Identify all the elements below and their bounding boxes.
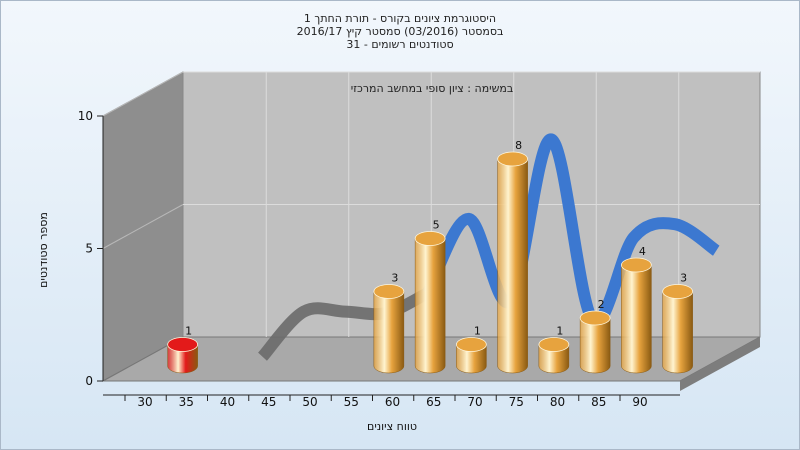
- gridline-side: [102, 204, 184, 249]
- histogram-bar: [497, 151, 529, 374]
- y-tick-label: 5: [85, 242, 93, 256]
- bar-value-label: 4: [639, 245, 646, 258]
- histogram-bar: [662, 284, 694, 374]
- x-tick-label: 40: [220, 395, 235, 409]
- x-tick-label: 70: [467, 395, 482, 409]
- bar-top: [579, 310, 611, 326]
- bar-body: [414, 238, 446, 374]
- bar-value-label: 2: [598, 298, 605, 311]
- bar-body: [621, 264, 652, 374]
- y-tick-label: 10: [78, 109, 93, 123]
- bar-body: [456, 344, 487, 374]
- y-axis-title: מספר סטודנטים: [37, 212, 50, 288]
- bar-value-label: 1: [556, 325, 563, 338]
- bar-body: [167, 344, 198, 374]
- bar-value-label: 3: [680, 272, 687, 285]
- histogram-bar: [373, 284, 405, 374]
- bar-value-label: 5: [433, 219, 440, 232]
- chart-title-line-1: היסטוגרמת ציונים בקורס - תורת החתך 1: [304, 12, 496, 25]
- x-axis-title: טווח ציונים: [367, 420, 417, 433]
- bar-body: [579, 317, 611, 374]
- x-tick-label: 55: [344, 395, 359, 409]
- x-tick-label: 75: [509, 395, 524, 409]
- x-tick-label: 90: [632, 395, 647, 409]
- x-tick-label: 85: [591, 395, 606, 409]
- x-tick-label: 45: [261, 395, 276, 409]
- bar-top: [497, 151, 529, 167]
- histogram-bar: [538, 337, 570, 374]
- bar-value-label: 8: [515, 139, 522, 152]
- chart-title-line-2: בסמסטר (03/2016) סמסטר קיץ 2016/17: [297, 25, 504, 38]
- bar-body: [662, 291, 693, 374]
- bar-value-label: 1: [474, 325, 481, 338]
- bar-top: [167, 337, 199, 352]
- bar-value-label: 3: [391, 272, 398, 285]
- histogram-bar: [579, 310, 611, 374]
- x-tick-label: 60: [385, 395, 400, 409]
- x-tick-label: 65: [426, 395, 441, 409]
- bar-body: [373, 291, 405, 374]
- x-tick-label: 50: [302, 395, 317, 409]
- bar-top: [538, 337, 570, 352]
- bar-body: [538, 344, 570, 374]
- y-tick-label: 0: [85, 374, 93, 388]
- x-tick-label: 30: [137, 395, 152, 409]
- histogram-bar: [167, 337, 199, 374]
- gridline-side: [102, 71, 184, 117]
- distribution-curve-blue: [422, 133, 720, 328]
- histogram-bar: [455, 337, 487, 374]
- bar-top: [455, 337, 487, 352]
- bar-body: [497, 158, 528, 374]
- floor-edge: [680, 337, 760, 391]
- x-tick-label: 35: [179, 395, 194, 409]
- chart-title-line-3: 31 - סטודנטים רשומים: [346, 38, 453, 51]
- x-tick-label: 80: [550, 395, 565, 409]
- bar-top: [414, 231, 446, 246]
- bar-top: [620, 257, 652, 273]
- bar-top: [373, 284, 405, 299]
- bar-value-label: 1: [185, 325, 192, 338]
- histogram-bar: [414, 231, 446, 374]
- chart-subtitle: במשימה : ציון סופי במחשב המרכזי: [351, 82, 514, 95]
- histogram-bar: [620, 257, 652, 374]
- bar-top: [662, 284, 694, 299]
